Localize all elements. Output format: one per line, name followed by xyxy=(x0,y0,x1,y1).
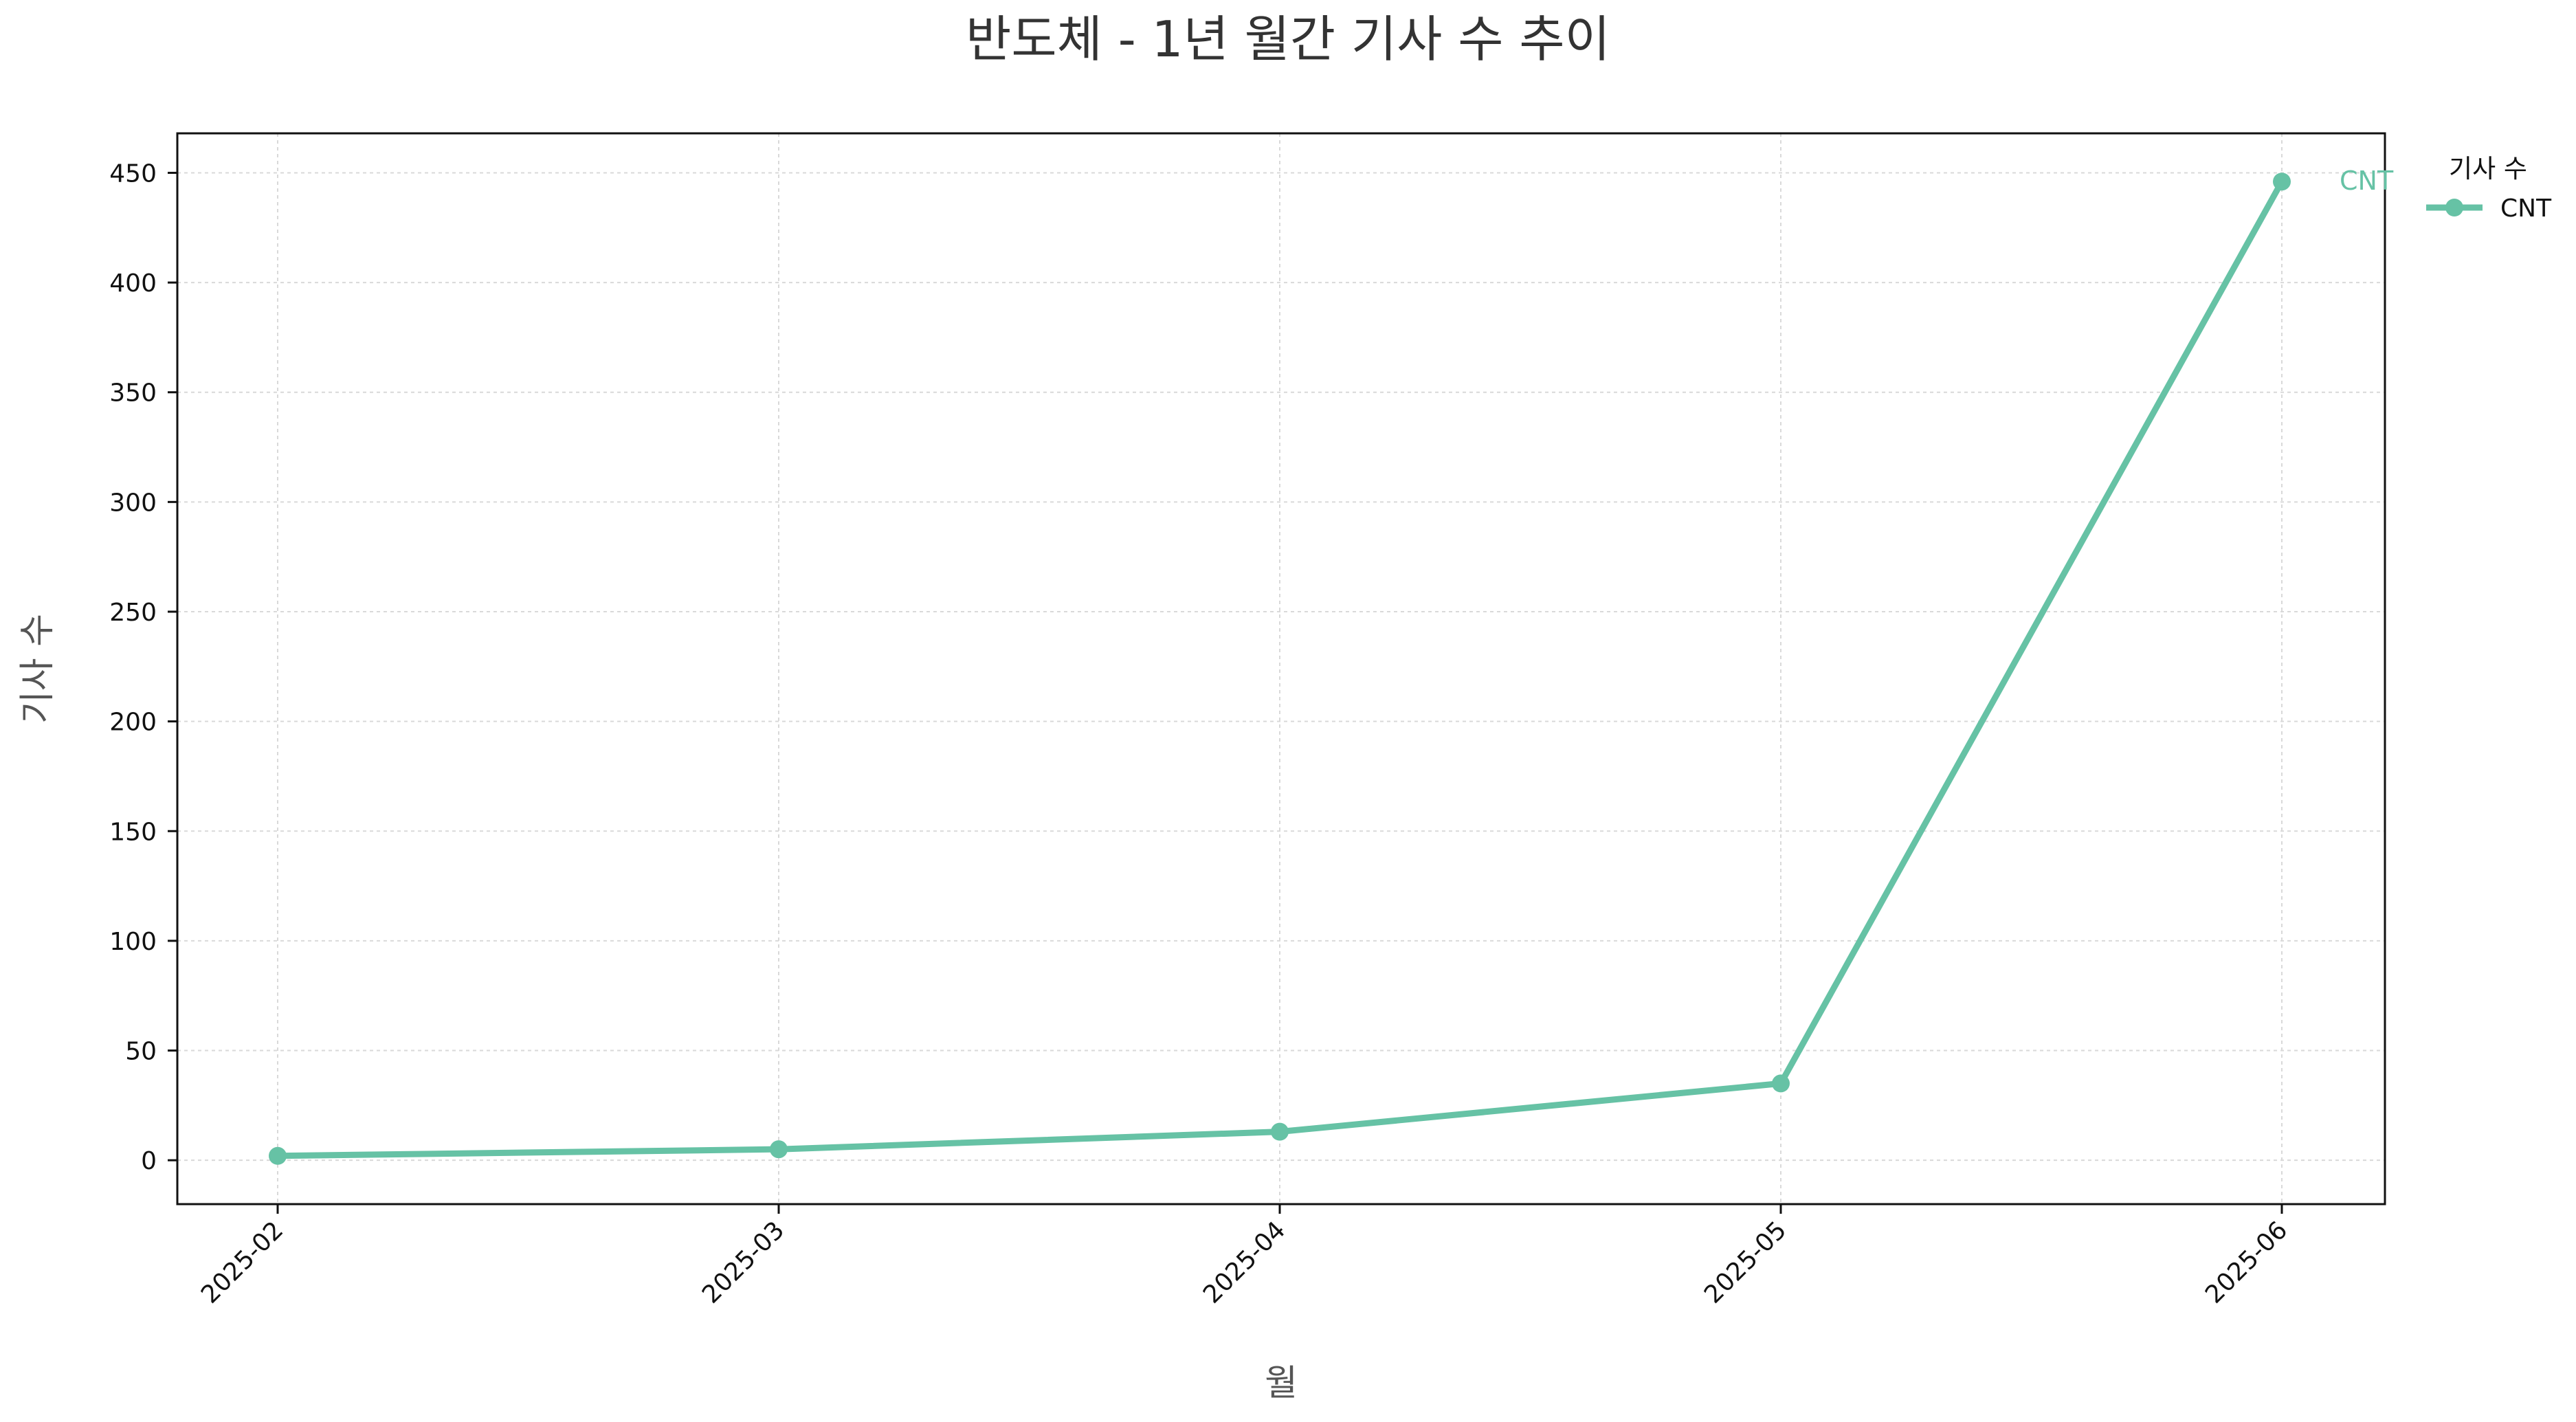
x-axis-title: 월 xyxy=(1265,1363,1298,1404)
legend-label: CNT xyxy=(2500,195,2552,223)
chart-title: 반도체 - 1년 월간 기사 수 추이 xyxy=(966,10,1610,68)
legend-swatch-marker xyxy=(2445,199,2463,216)
legend-title: 기사 수 xyxy=(2449,154,2527,184)
x-tick-label: 2025-03 xyxy=(697,1216,790,1309)
data-point xyxy=(770,1140,788,1159)
data-point xyxy=(2273,173,2291,191)
grid-lines xyxy=(177,133,2385,1204)
legend: 기사 수 CNT xyxy=(2426,154,2552,223)
y-tick-label: 0 xyxy=(141,1147,157,1175)
x-tick-label: 2025-05 xyxy=(1699,1216,1792,1309)
y-axis-title: 기사 수 xyxy=(17,614,58,724)
y-tick-label: 350 xyxy=(109,379,157,408)
y-tick-label: 400 xyxy=(109,269,157,298)
y-tick-label: 300 xyxy=(109,489,157,517)
data-point xyxy=(1271,1122,1289,1141)
x-axis-ticks: 2025-02 2025-03 2025-04 2025-05 2025-06 xyxy=(196,1204,2293,1309)
y-tick-label: 100 xyxy=(109,928,157,956)
plot-frame xyxy=(176,132,2386,1206)
y-tick-label: 50 xyxy=(125,1038,157,1066)
data-point xyxy=(269,1146,287,1165)
x-tick-label: 2025-02 xyxy=(196,1216,289,1309)
y-tick-label: 200 xyxy=(109,709,157,737)
y-tick-label: 150 xyxy=(109,818,157,846)
y-tick-label: 450 xyxy=(109,159,157,188)
series-end-label: CNT xyxy=(2340,166,2394,196)
y-tick-label: 250 xyxy=(109,599,157,627)
x-tick-label: 2025-04 xyxy=(1198,1216,1291,1309)
series-layer: CNT xyxy=(269,166,2394,1165)
x-tick-label: 2025-06 xyxy=(2200,1216,2293,1309)
data-point xyxy=(1772,1074,1790,1093)
y-axis-ticks: 0 50 100 150 200 250 300 350 400 450 xyxy=(109,159,177,1175)
